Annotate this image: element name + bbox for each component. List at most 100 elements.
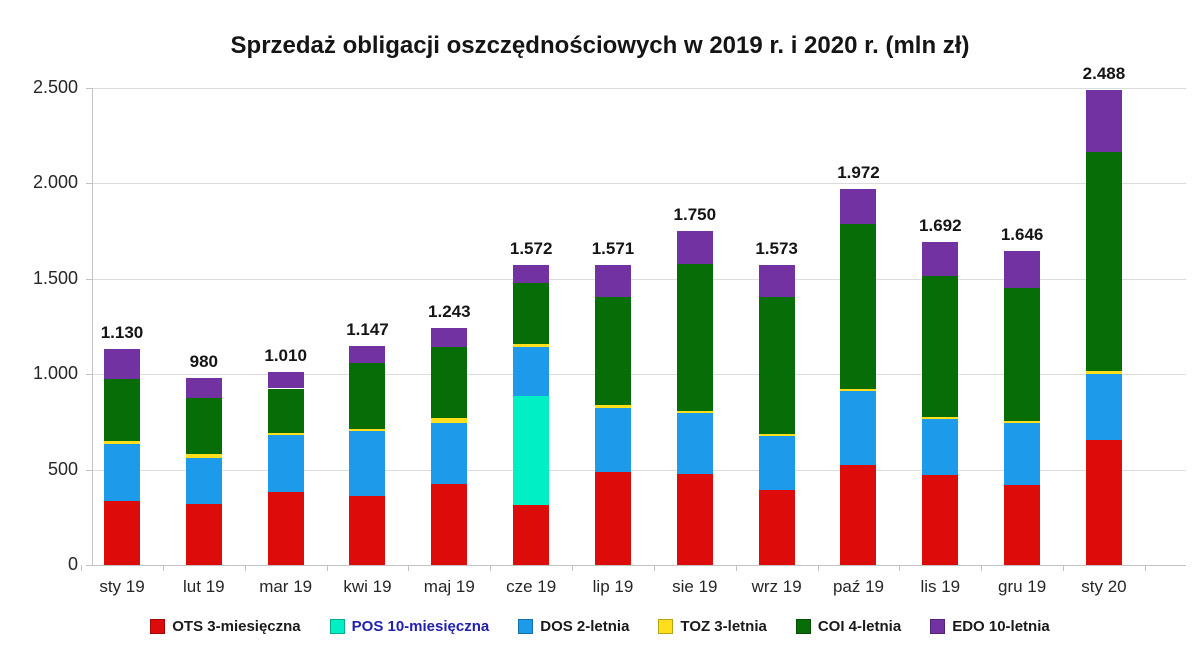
bar-segment [513,346,550,397]
x-axis-label: sty 19 [99,577,145,596]
bar-total-label: 2.488 [1082,64,1126,84]
bar-segment [1085,90,1122,153]
gridline [92,88,1186,89]
x-axis-label: lis 19 [920,577,961,596]
y-axis-label: 1.000 [32,363,78,384]
bar-segment [676,474,713,565]
y-axis-tick [86,565,92,566]
bar-segment [431,422,468,484]
bar-segment [922,242,959,276]
legend-item: DOS 2-letnia [518,618,629,635]
bar-sty-20 [1085,0,1122,565]
bar-segment [349,431,386,497]
x-axis-tick [81,565,83,571]
x-axis-label: paź 19 [832,577,884,596]
x-axis-label: maj 19 [423,577,475,596]
legend-label: OTS 3-miesięczna [172,618,301,635]
y-axis-line [92,88,93,565]
x-axis-tick [326,565,328,571]
x-axis-tick [490,565,492,571]
x-axis-tick [817,565,819,571]
legend-swatch [150,619,166,634]
bar-segment [1085,440,1122,565]
x-axis-label: lut 19 [183,577,225,596]
bar-segment [1004,484,1041,565]
bar-total-label: 1.646 [1000,224,1044,244]
bar-segment [267,372,304,389]
legend-item: TOZ 3-letnia [658,618,767,635]
bar-segment [104,349,140,379]
bar-cze-19 [513,0,550,565]
bar-segment [267,432,304,436]
x-axis-label: lip 19 [592,577,634,596]
bar-segment [431,346,468,419]
legend-swatch [518,619,534,634]
y-axis-tick [86,469,92,471]
legend-swatch [658,619,674,634]
bar-segment [676,264,713,412]
bar-segment [267,435,304,493]
bar-segment [431,483,468,565]
bar-segment [676,231,713,265]
bar-segment [594,407,631,473]
bar-mar-19 [267,0,304,565]
bar-segment [185,458,222,504]
bar-lis-19 [922,0,959,565]
y-axis-label: 1.500 [32,267,78,288]
bar-segment [349,346,386,364]
legend-item: POS 10-miesięczna [329,618,489,635]
bar-segment [1004,420,1041,423]
bar-segment [431,418,468,423]
x-axis-label: gru 19 [998,577,1047,596]
bar-segment [1004,422,1041,485]
y-axis-label: 2.500 [32,77,78,97]
legend-swatch [329,619,345,634]
x-axis-label: sty 20 [1081,577,1127,596]
bar-total-label: 1.243 [428,301,471,321]
x-axis-tick [899,565,901,571]
bar-segment [594,296,631,406]
bar-segment [513,504,550,565]
bar-total-label: 1.692 [919,216,962,236]
legend-swatch [930,619,946,634]
bar-segment [594,405,631,408]
bar-total-label: 1.750 [673,205,717,225]
x-axis-tick [244,565,246,571]
bar-segment [104,443,140,502]
x-axis-tick [981,565,983,571]
bar-segment [758,434,795,437]
bar-segment [104,378,140,441]
bar-segment [840,388,877,392]
legend-label: TOZ 3-letnia [680,618,767,635]
bar-segment [185,398,222,455]
bar-segment [840,188,877,225]
legend-label: EDO 10-letnia [952,618,1050,635]
bar-segment [758,264,795,297]
bar-segment [349,496,386,565]
bar-wrz-19 [758,0,795,565]
bar-segment [758,436,795,490]
bar-segment [758,489,795,565]
bar-segment [104,501,140,565]
bar-segment [349,363,386,430]
bar-segment [594,265,631,297]
bar-segment [840,224,877,389]
bar-segment [267,388,304,433]
bar-kwi-19 [349,0,386,565]
y-axis-label: 0 [67,554,78,574]
bar-gru-19 [1004,0,1041,565]
gridline [92,469,1186,471]
legend-item: COI 4-letnia [795,618,901,635]
legend: OTS 3-miesięczna POS 10-miesięczna DOS 2-l… [0,618,1200,635]
bar-segment [104,440,140,444]
bar-total-label: 1.573 [755,238,798,258]
x-axis-label: wrz 19 [751,577,802,596]
gridline [92,183,1186,185]
y-axis-tick [86,88,92,89]
bar-segment [513,283,550,345]
bar-total-label: 980 [189,352,219,372]
x-axis-tick [735,565,737,571]
bar-segment [676,413,713,475]
bar-maj-19 [431,0,468,565]
